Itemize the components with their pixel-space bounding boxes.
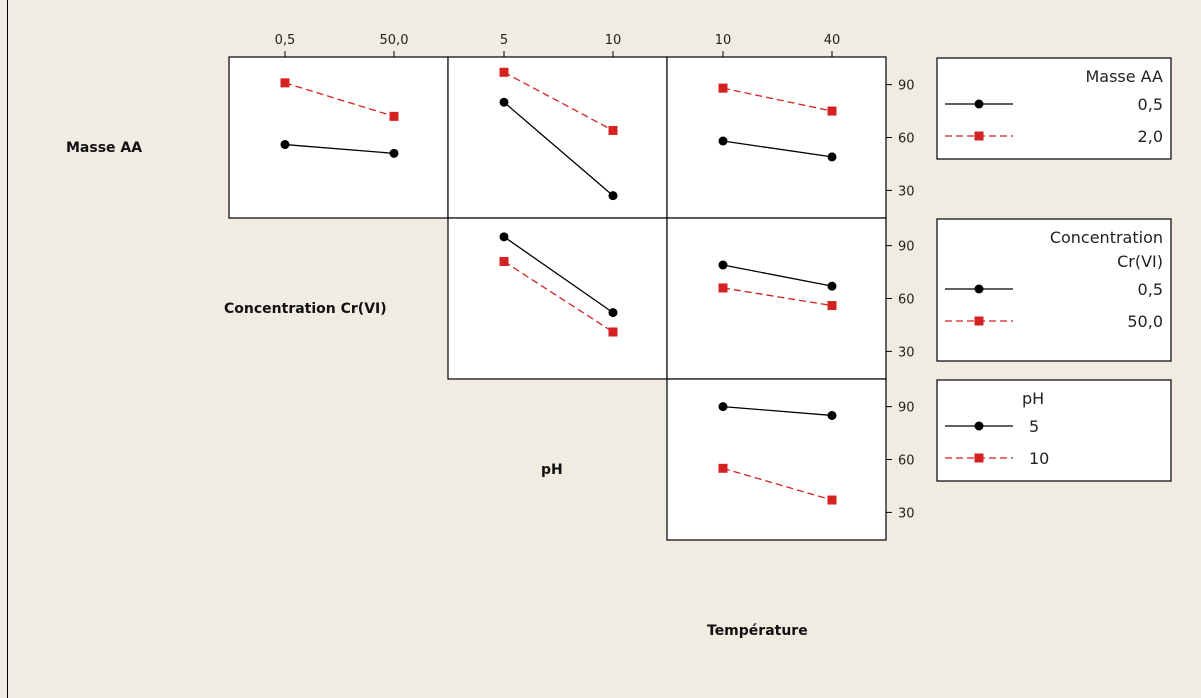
series-line-r1-c2-0 — [722, 264, 833, 287]
series-line-r0-c0-1 — [284, 82, 395, 117]
point-r0-c0-s1-a — [280, 78, 290, 88]
row-label-masse-aa: Masse AA — [66, 140, 143, 156]
legend-box-2 — [936, 379, 1172, 482]
legend-entry-2-0: 5 — [1029, 417, 1039, 436]
legend-marker-1-0 — [974, 284, 984, 294]
left-border-line — [7, 0, 8, 698]
point-r1-c1-s1-a — [499, 256, 509, 266]
series-line-r0-c2-1 — [722, 87, 833, 112]
point-r0-c2-s1-b — [827, 106, 837, 116]
legend-title-0-0: Masse AA — [1085, 67, 1163, 86]
point-r0-c0-s0-a — [280, 140, 290, 150]
point-r0-c2-s0-b — [827, 152, 837, 162]
point-r2-c2-s0-a — [718, 402, 728, 412]
x-tick-label-c0-0: 0,5 — [275, 33, 296, 48]
panel-frame-r0-c1 — [447, 56, 668, 219]
point-r1-c2-s1-b — [827, 301, 837, 311]
row-label-ph: pH — [541, 462, 563, 478]
series-line-r1-c2-1 — [722, 287, 833, 307]
legend-title-1-0: Concentration — [1050, 228, 1163, 247]
y-tick-label-r2-2: 90 — [898, 401, 915, 416]
legend-marker-0-1 — [974, 131, 984, 141]
panel-frame-r2-c2 — [666, 378, 887, 541]
panel-frame-r0-c0 — [228, 56, 449, 219]
legend-title-1-1: Cr(VI) — [1117, 252, 1163, 271]
point-r0-c2-s0-a — [718, 136, 728, 146]
y-tick-label-r1-1: 60 — [898, 293, 915, 308]
point-r0-c0-s1-b — [389, 111, 399, 121]
point-r0-c1-s1-b — [608, 125, 618, 135]
panel-frame-r1-c2 — [666, 217, 887, 380]
x-tick-label-c0-1: 50,0 — [380, 33, 409, 48]
legend-entry-0-1: 2,0 — [1138, 127, 1163, 146]
point-r0-c1-s1-a — [499, 67, 509, 77]
row-label-concentration: Concentration Cr(VI) — [224, 301, 387, 317]
y-tick-label-r0-2: 90 — [898, 79, 915, 94]
legend-marker-0-0 — [974, 99, 984, 109]
series-line-r0-c0-0 — [284, 143, 395, 155]
point-r0-c1-s0-a — [499, 97, 509, 107]
panel-frame-r1-c1 — [447, 217, 668, 380]
legend-title-2-0: pH — [1022, 389, 1044, 408]
point-r2-c2-s0-b — [827, 410, 837, 420]
point-r1-c1-s0-a — [499, 232, 509, 242]
legend-entry-0-0: 0,5 — [1138, 95, 1163, 114]
x-tick-label-c2-0: 10 — [715, 33, 732, 48]
point-r1-c1-s0-b — [608, 308, 618, 318]
point-r1-c2-s1-a — [718, 283, 728, 293]
x-tick-label-c2-1: 40 — [824, 33, 841, 48]
y-tick-label-r2-1: 60 — [898, 454, 915, 469]
legend-marker-1-1 — [974, 316, 984, 326]
legend-entry-1-1: 50,0 — [1127, 312, 1163, 331]
point-r0-c1-s0-b — [608, 191, 618, 201]
point-r2-c2-s1-b — [827, 495, 837, 505]
series-line-r0-c2-0 — [722, 140, 833, 158]
point-r1-c2-s0-a — [718, 260, 728, 270]
y-tick-label-r0-1: 60 — [898, 132, 915, 147]
x-tick-label-c1-0: 5 — [500, 33, 508, 48]
series-line-r2-c2-1 — [722, 467, 833, 501]
legend-entry-1-0: 0,5 — [1138, 280, 1163, 299]
series-line-r0-c1-0 — [503, 101, 614, 197]
point-r0-c2-s1-a — [718, 83, 728, 93]
y-tick-label-r0-0: 30 — [898, 184, 915, 199]
y-tick-label-r2-0: 30 — [898, 506, 915, 521]
point-r1-c1-s1-b — [608, 327, 618, 337]
series-line-r1-c1-0 — [503, 236, 614, 314]
legend-entry-2-1: 10 — [1029, 449, 1049, 468]
column-label-temperature: Température — [707, 623, 808, 639]
point-r0-c0-s0-b — [389, 148, 399, 158]
series-line-r2-c2-0 — [722, 405, 833, 417]
y-tick-label-r1-0: 30 — [898, 345, 915, 360]
x-tick-label-c1-1: 10 — [605, 33, 622, 48]
panel-frame-r0-c2 — [666, 56, 887, 219]
legend-marker-2-1 — [974, 453, 984, 463]
y-tick-label-r1-2: 90 — [898, 240, 915, 255]
legend-marker-2-0 — [974, 421, 984, 431]
series-line-r0-c1-1 — [503, 71, 614, 132]
legend-box-0 — [936, 57, 1172, 160]
point-r2-c2-s1-a — [718, 463, 728, 473]
point-r1-c2-s0-b — [827, 281, 837, 291]
